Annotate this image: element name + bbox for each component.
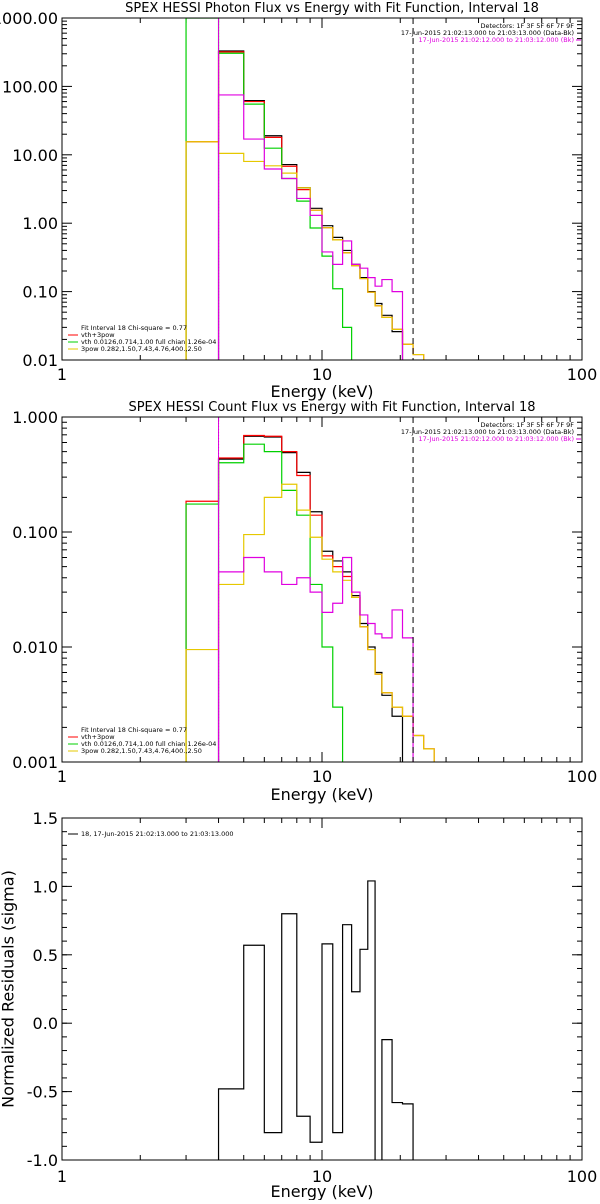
- x-tick-label: 10: [312, 1167, 332, 1186]
- x-axis-label: Energy (keV): [270, 785, 373, 804]
- y-tick-label: -1.0: [27, 1151, 58, 1170]
- header-annotation: 17-Jun-2015 21:02:12.000 to 21:03:12.000…: [419, 36, 574, 44]
- x-tick-label: 10: [312, 365, 332, 384]
- header-annotation: Detectors: 1F 3F 5F 6F 7F 9F: [480, 22, 574, 30]
- series-5-step-line: [217, 94, 404, 360]
- plot-frame: [61, 817, 583, 1161]
- chart-title: SPEX HESSI Count Flux vs Energy with Fit…: [128, 400, 535, 415]
- y-tick-label: 0.0: [33, 1014, 58, 1033]
- y-tick-label: 0.010: [12, 638, 58, 657]
- x-tick-label: 1: [57, 365, 67, 384]
- y-tick-label: 100.00: [2, 77, 58, 96]
- y-tick-label: -0.5: [27, 1083, 58, 1102]
- x-tick-label: 100: [567, 365, 598, 384]
- y-axis-label: Normalized Residuals (sigma): [0, 870, 18, 1108]
- x-axis-label: Energy (keV): [270, 1182, 373, 1200]
- y-tick-label: 0.5: [33, 946, 58, 965]
- y-tick-label: 1.000: [12, 408, 58, 427]
- header-annotation: Detectors: 1F 3F 5F 6F 7F 9F: [480, 421, 574, 429]
- chart-title: SPEX HESSI Photon Flux vs Energy with Fi…: [125, 1, 539, 16]
- legend-label: vth 0.0126,0.714,1.00 full chian 1.26e-0…: [81, 338, 216, 346]
- legend-label: Fit Interval 18 Chi-square = 0.77: [81, 324, 187, 332]
- legend-label: vth+3pow: [81, 331, 115, 339]
- y-tick-label: 0.10: [22, 283, 58, 302]
- x-tick-label: 100: [567, 767, 598, 786]
- series-1-step-line: [217, 50, 404, 360]
- legend-label: 3pow 0.282,1.50,7.43,4.76,400.,2.50: [81, 747, 202, 755]
- x-axis-label: Energy (keV): [270, 382, 373, 401]
- plot-frame: [61, 17, 583, 361]
- series-1-step-line: [217, 880, 414, 1160]
- chart-panel-3: -1.0 -0.5 0.0 0.5 1.0 1.5 1 10 100 Energy (keV) No…: [0, 809, 598, 1201]
- y-tick-label: 0.100: [12, 523, 58, 542]
- legend-label: 18, 17-Jun-2015 21:02:13.000 to 21:03:13…: [81, 830, 233, 838]
- y-tick-label: 1.0: [33, 877, 58, 896]
- header-annotation: 17-Jun-2015 21:02:13.000 to 21:03:13.000…: [401, 29, 574, 37]
- header-annotation: 17-Jun-2015 21:02:12.000 to 21:03:12.000…: [419, 435, 574, 443]
- y-tick-label: 1.5: [33, 809, 58, 828]
- chart-panel-1: SPEX HESSI Photon Flux vs Energy with Fi…: [0, 1, 597, 401]
- legend-label: Fit Interval 18 Chi-square = 0.77: [81, 726, 187, 734]
- x-tick-label: 1: [57, 767, 67, 786]
- y-tick-label: 0.001: [12, 753, 58, 772]
- chart-panel-2: SPEX HESSI Count Flux vs Energy with Fit…: [12, 400, 597, 804]
- legend-label: vth+3pow: [81, 733, 115, 741]
- plot-data: [185, 417, 435, 762]
- x-tick-label: 100: [567, 1167, 598, 1186]
- legend-label: 3pow 0.282,1.50,7.43,4.76,400.,2.50: [81, 345, 202, 353]
- plot-frame: [61, 416, 583, 763]
- series-5-step-line: [217, 556, 414, 762]
- x-tick-label: 1: [57, 1167, 67, 1186]
- legend-label: vth 0.0126,0.714,1.00 full chian 1.26e-0…: [81, 740, 216, 748]
- series-1-step-line: [217, 435, 404, 762]
- y-tick-label: 1.00: [22, 214, 58, 233]
- y-tick-label: 0.01: [22, 351, 58, 370]
- y-tick-label: 1000.00: [0, 9, 58, 28]
- header-annotation: 17-Jun-2015 21:02:13.000 to 21:03:13.000…: [401, 428, 574, 436]
- plot-data: [185, 18, 425, 360]
- plot-data: [217, 880, 414, 1160]
- x-tick-label: 10: [312, 767, 332, 786]
- y-tick-label: 10.00: [12, 146, 58, 165]
